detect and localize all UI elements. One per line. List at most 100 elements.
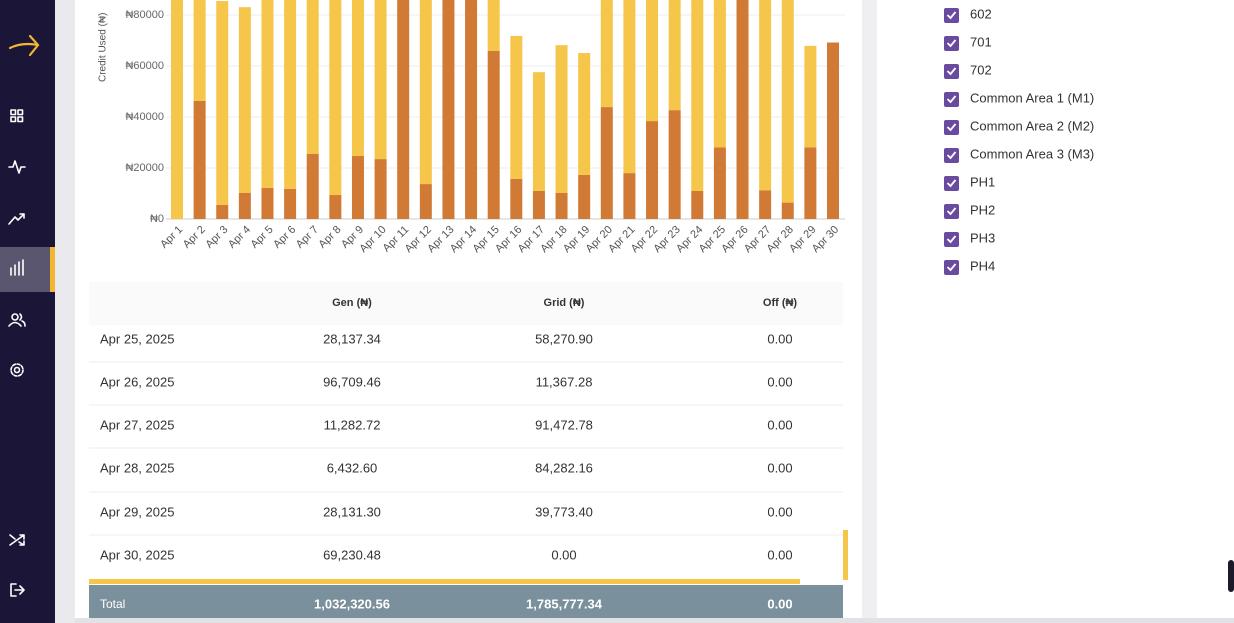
y-tick-label: ₦80000 <box>125 9 164 21</box>
bar-segment <box>442 0 455 219</box>
bar-segment <box>238 192 251 219</box>
cell: 0.00 <box>767 460 792 475</box>
bottom-edge <box>75 618 1234 623</box>
bar-segment <box>397 0 410 219</box>
bar-segment <box>510 35 523 179</box>
bar-segment <box>329 195 342 219</box>
bar-segment <box>238 7 251 193</box>
bar-segment <box>668 0 681 111</box>
bar-segment <box>306 0 319 154</box>
bar-segment <box>781 0 794 203</box>
widget-tab[interactable] <box>1228 560 1234 592</box>
active-item <box>0 247 50 292</box>
cell: 28,131.30 <box>323 504 381 519</box>
filter-label: Common Area 3 (M3) <box>970 146 1094 161</box>
x-tick-label: Apr 1 <box>158 224 185 251</box>
nav-settings[interactable] <box>10 363 24 377</box>
checkmark <box>946 235 957 244</box>
cell: 84,282.16 <box>535 460 593 475</box>
checkmark <box>946 67 957 76</box>
total-cell: 0.00 <box>767 596 792 611</box>
bar-segment <box>759 0 772 191</box>
cell: 11,367.28 <box>536 374 593 389</box>
nav-users[interactable] <box>8 313 26 327</box>
y-tick-label: ₦60000 <box>125 60 164 72</box>
bar-segment <box>193 0 206 101</box>
sidebar-bg <box>0 0 55 623</box>
bar-segment <box>736 0 749 219</box>
nav-reports[interactable] <box>10 259 24 276</box>
y-axis-label: Credit Used (₦) <box>98 13 109 82</box>
nav-logout[interactable] <box>10 583 25 597</box>
cell: 0.00 <box>767 331 792 346</box>
cell: 91,472.78 <box>535 417 593 432</box>
x-tick-label: Apr 5 <box>249 224 276 251</box>
column-header: Off (₦) <box>763 297 798 309</box>
bar-segment <box>713 147 726 219</box>
bar-segment <box>261 187 274 219</box>
bar-segment <box>261 0 274 188</box>
cell: 0.00 <box>767 504 792 519</box>
bar-segment <box>623 0 636 174</box>
cell: Apr 29, 2025 <box>100 504 174 519</box>
filter-label: 602 <box>970 6 992 21</box>
bar-segment <box>374 0 387 160</box>
bar-segment <box>465 0 478 219</box>
bar-segment <box>555 192 568 219</box>
cell: 69,230.48 <box>323 547 381 562</box>
cell: 0.00 <box>767 417 792 432</box>
bar-segment <box>713 0 726 148</box>
filter-label: PH2 <box>970 202 995 217</box>
cell: 11,282.72 <box>324 417 381 432</box>
total-cell: 1,785,777.34 <box>526 596 603 611</box>
nav-trend[interactable] <box>8 213 25 225</box>
nav-activity[interactable] <box>8 160 26 174</box>
bar-segment <box>419 0 432 185</box>
cell: 0.00 <box>767 547 792 562</box>
logo[interactable] <box>8 34 40 57</box>
v-scrollbar[interactable] <box>843 530 848 580</box>
y-tick-label: ₦0 <box>150 213 164 225</box>
filter-label: Common Area 1 (M1) <box>970 90 1094 105</box>
filter-label: Common Area 2 (M2) <box>970 118 1094 133</box>
bar-segment <box>306 153 319 219</box>
bar-segment <box>419 184 432 219</box>
bar-segment <box>646 0 659 122</box>
bar-segment <box>646 121 659 219</box>
bar-segment <box>623 173 636 219</box>
x-tick-label: Apr 2 <box>181 224 208 251</box>
bar-segment <box>759 190 772 219</box>
total-cell: Total <box>100 597 125 611</box>
checkmark <box>946 151 957 160</box>
bar-segment <box>691 190 704 219</box>
cell: Apr 30, 2025 <box>100 547 174 562</box>
bar-segment <box>284 0 297 189</box>
gutter <box>55 0 75 623</box>
x-tick-label: Apr 4 <box>226 224 253 251</box>
bar-segment <box>668 110 681 219</box>
h-scrollbar[interactable] <box>89 579 800 584</box>
bar-segment <box>329 0 342 196</box>
nav-switch[interactable] <box>9 534 25 546</box>
bar-segment <box>804 147 817 219</box>
gutter <box>862 0 877 623</box>
bar-segment <box>578 174 591 219</box>
cell: Apr 25, 2025 <box>100 331 174 346</box>
bar-segment <box>216 204 229 219</box>
filter-label: PH4 <box>970 258 995 273</box>
bar-segment <box>578 53 591 175</box>
sidebar <box>0 0 55 623</box>
bar-segment <box>691 0 704 191</box>
cell: 58,270.90 <box>535 331 593 346</box>
cell: 6,432.60 <box>327 460 378 475</box>
bar-segment <box>532 190 545 219</box>
bar-segment <box>351 156 364 219</box>
nav-dashboard[interactable] <box>10 109 24 123</box>
cell: 0.00 <box>551 547 576 562</box>
cell: 28,137.34 <box>323 331 381 346</box>
bar-segment <box>487 0 500 51</box>
checkmark <box>946 263 957 272</box>
bar-segment <box>351 0 364 157</box>
y-tick-label: ₦40000 <box>125 111 164 123</box>
